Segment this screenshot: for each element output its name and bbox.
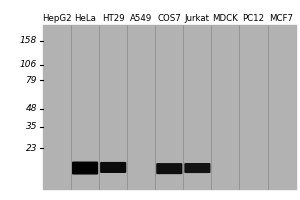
Bar bbox=[43, 25, 296, 189]
Text: A549: A549 bbox=[130, 14, 152, 23]
FancyBboxPatch shape bbox=[185, 164, 210, 172]
Text: 106: 106 bbox=[20, 60, 37, 69]
FancyBboxPatch shape bbox=[73, 162, 98, 174]
FancyBboxPatch shape bbox=[101, 163, 126, 172]
Text: MCF7: MCF7 bbox=[270, 14, 294, 23]
Text: HepG2: HepG2 bbox=[42, 14, 72, 23]
Text: MDCK: MDCK bbox=[213, 14, 238, 23]
Text: 79: 79 bbox=[26, 76, 37, 85]
Text: 158: 158 bbox=[20, 36, 37, 45]
Text: HeLa: HeLa bbox=[74, 14, 96, 23]
FancyBboxPatch shape bbox=[157, 164, 182, 173]
Text: HT29: HT29 bbox=[102, 14, 124, 23]
Text: 35: 35 bbox=[26, 122, 37, 131]
Text: 23: 23 bbox=[26, 144, 37, 153]
Text: COS7: COS7 bbox=[158, 14, 181, 23]
Text: PC12: PC12 bbox=[242, 14, 265, 23]
Text: Jurkat: Jurkat bbox=[185, 14, 210, 23]
Text: 48: 48 bbox=[26, 104, 37, 113]
